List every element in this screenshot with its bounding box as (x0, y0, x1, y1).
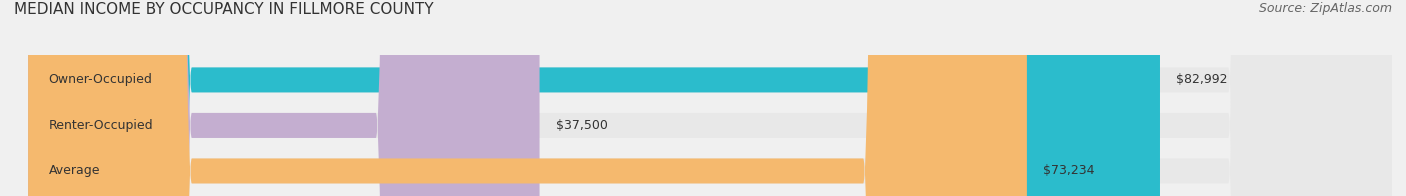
Text: Average: Average (49, 164, 100, 177)
FancyBboxPatch shape (28, 0, 1392, 196)
FancyBboxPatch shape (28, 0, 1392, 196)
Text: $37,500: $37,500 (555, 119, 607, 132)
FancyBboxPatch shape (28, 0, 540, 196)
Text: $73,234: $73,234 (1043, 164, 1095, 177)
Text: MEDIAN INCOME BY OCCUPANCY IN FILLMORE COUNTY: MEDIAN INCOME BY OCCUPANCY IN FILLMORE C… (14, 2, 433, 17)
Text: Owner-Occupied: Owner-Occupied (49, 74, 152, 86)
Text: Renter-Occupied: Renter-Occupied (49, 119, 153, 132)
Text: $82,992: $82,992 (1177, 74, 1227, 86)
FancyBboxPatch shape (28, 0, 1026, 196)
Text: Source: ZipAtlas.com: Source: ZipAtlas.com (1258, 2, 1392, 15)
FancyBboxPatch shape (28, 0, 1160, 196)
FancyBboxPatch shape (28, 0, 1392, 196)
